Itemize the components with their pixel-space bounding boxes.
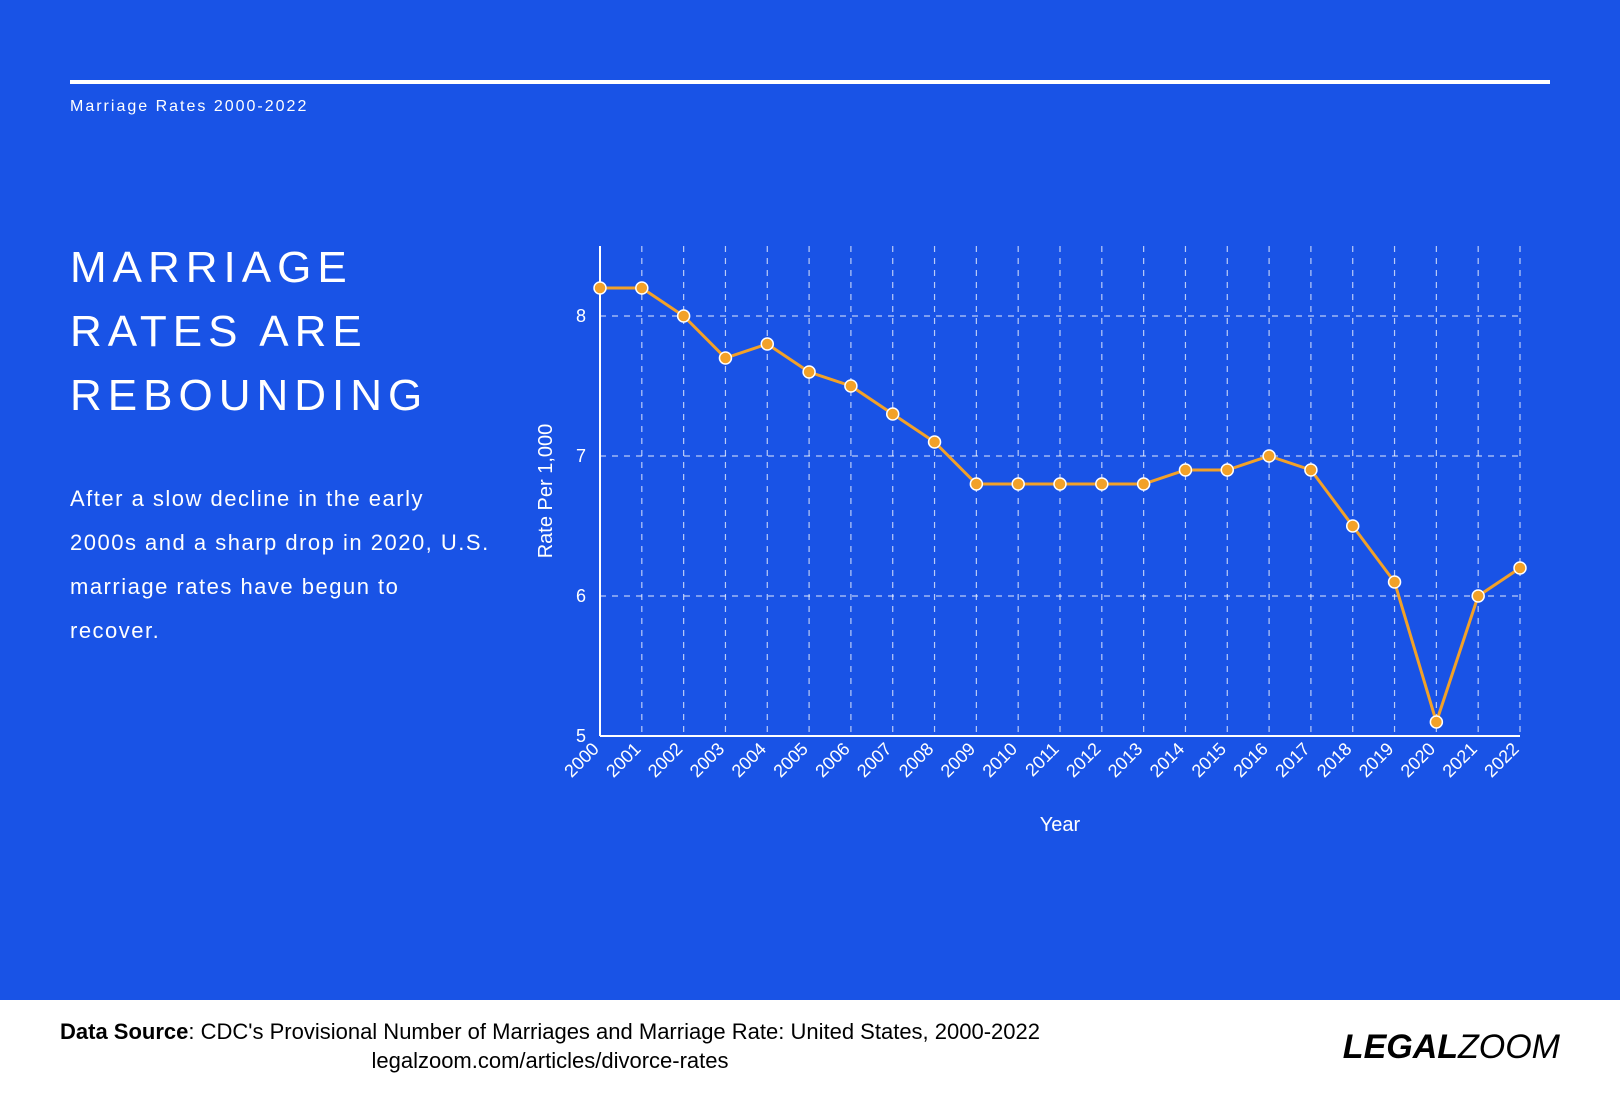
footer: Data Source: CDC's Provisional Number of…: [0, 1000, 1620, 1094]
svg-text:2019: 2019: [1355, 739, 1397, 781]
svg-text:2002: 2002: [644, 739, 686, 781]
svg-text:Rate Per 1,000: Rate Per 1,000: [535, 424, 557, 559]
svg-text:2004: 2004: [728, 739, 770, 781]
logo-part-b: ZOOM: [1458, 1028, 1560, 1066]
svg-text:2015: 2015: [1188, 739, 1230, 781]
svg-text:2008: 2008: [895, 739, 937, 781]
svg-text:2020: 2020: [1397, 739, 1439, 781]
svg-text:2022: 2022: [1480, 739, 1522, 781]
source-text: : CDC's Provisional Number of Marriages …: [188, 1019, 1040, 1044]
content-row: MARRIAGE RATES ARE REBOUNDING After a sl…: [70, 236, 1550, 851]
svg-text:2010: 2010: [979, 739, 1021, 781]
legalzoom-logo: LEGALZOOM: [1343, 1028, 1560, 1067]
breadcrumb: Marriage Rates 2000-2022: [70, 98, 1550, 116]
svg-text:2011: 2011: [1021, 739, 1063, 781]
logo-part-a: LEGAL: [1343, 1028, 1458, 1066]
svg-text:7: 7: [576, 446, 586, 466]
source-label: Data Source: [60, 1019, 188, 1044]
chart-column: 5678200020012002200320042005200620072008…: [530, 236, 1560, 851]
svg-text:2012: 2012: [1062, 739, 1104, 781]
description: After a slow decline in the early 2000s …: [70, 477, 490, 653]
svg-text:8: 8: [576, 306, 586, 326]
svg-text:2017: 2017: [1271, 739, 1313, 781]
text-column: MARRIAGE RATES ARE REBOUNDING After a sl…: [70, 236, 490, 851]
svg-text:2013: 2013: [1104, 739, 1146, 781]
main-panel: Marriage Rates 2000-2022 MARRIAGE RATES …: [0, 0, 1620, 1000]
svg-text:2009: 2009: [937, 739, 979, 781]
svg-text:2021: 2021: [1439, 739, 1481, 781]
svg-text:2000: 2000: [560, 739, 602, 781]
svg-text:6: 6: [576, 586, 586, 606]
page-title: MARRIAGE RATES ARE REBOUNDING: [70, 236, 490, 427]
svg-text:2016: 2016: [1229, 739, 1271, 781]
svg-text:2003: 2003: [686, 739, 728, 781]
svg-text:2018: 2018: [1313, 739, 1355, 781]
svg-text:2007: 2007: [853, 739, 895, 781]
svg-text:2014: 2014: [1146, 739, 1188, 781]
source-url: legalzoom.com/articles/divorce-rates: [60, 1047, 1040, 1076]
svg-text:2001: 2001: [602, 739, 644, 781]
header-rule: [70, 80, 1550, 84]
line-chart: 5678200020012002200320042005200620072008…: [530, 236, 1560, 846]
svg-text:2006: 2006: [811, 739, 853, 781]
footer-source: Data Source: CDC's Provisional Number of…: [60, 1018, 1040, 1075]
svg-text:2005: 2005: [769, 739, 811, 781]
svg-text:Year: Year: [1040, 814, 1081, 836]
